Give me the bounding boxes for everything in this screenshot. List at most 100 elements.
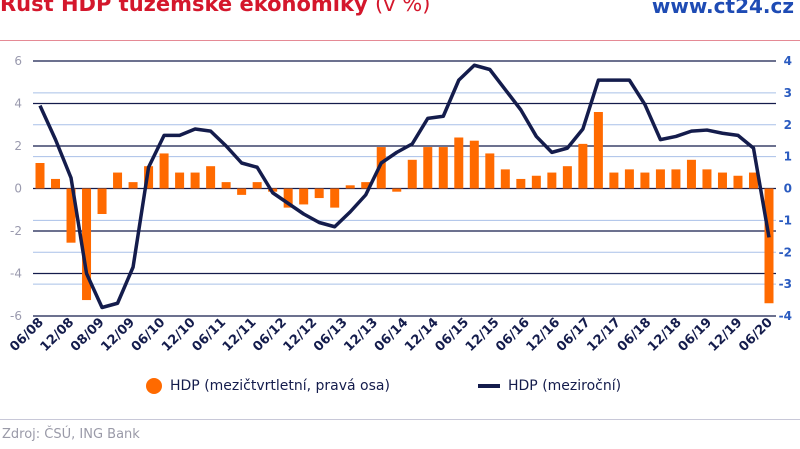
x-tick-label: 12/10 <box>159 315 199 355</box>
x-tick-label: 06/15 <box>433 315 473 355</box>
left-tick-label: -2 <box>10 224 22 238</box>
x-tick-label: 06/12 <box>250 315 290 355</box>
bar-hdp-qoq <box>330 188 340 208</box>
x-tick-label: 06/17 <box>554 315 594 355</box>
x-tick-label: 12/14 <box>402 315 442 355</box>
x-tick-label: 12/11 <box>220 315 260 355</box>
bar-hdp-qoq <box>407 159 417 189</box>
bar-hdp-qoq <box>159 153 169 189</box>
bar-hdp-qoq <box>175 172 185 189</box>
x-tick-label: 06/16 <box>493 315 533 355</box>
line-hdp-yoy <box>38 63 771 310</box>
right-tick-label: 4 <box>784 54 792 68</box>
legend-item-line: HDP (meziroční) <box>478 378 621 394</box>
bar-hdp-qoq <box>764 188 774 304</box>
bar-hdp-qoq <box>547 172 557 189</box>
bar-hdp-qoq <box>314 188 324 199</box>
x-tick-label: 06/18 <box>615 315 655 355</box>
x-tick-label: 12/16 <box>524 315 564 355</box>
bar-hdp-qoq <box>733 175 743 189</box>
bar-hdp-qoq <box>128 182 138 189</box>
x-tick-label: 06/11 <box>190 315 230 355</box>
bar-hdp-qoq <box>206 166 216 189</box>
x-tick-label: 12/15 <box>463 315 503 355</box>
bar-hdp-qoq <box>113 172 123 189</box>
bar-hdp-qoq <box>190 172 200 189</box>
bar-hdp-qoq <box>640 172 650 189</box>
bar-hdp-qoq <box>361 182 371 189</box>
bar-hdp-qoq <box>237 188 247 195</box>
legend-line-swatch <box>478 384 500 388</box>
bar-hdp-qoq <box>655 169 665 189</box>
bar-hdp-qoq <box>702 169 712 189</box>
bar-hdp-qoq <box>97 188 107 214</box>
bar-hdp-qoq <box>252 182 262 189</box>
x-tick-label: 06/20 <box>736 315 776 355</box>
right-tick-label: -4 <box>779 309 792 323</box>
bar-hdp-qoq <box>516 178 526 189</box>
legend-bar-swatch <box>146 378 162 394</box>
bar-hdp-qoq <box>593 112 603 189</box>
bar-hdp-qoq <box>454 137 464 189</box>
bar-hdp-qoq <box>51 178 61 189</box>
header-divider <box>0 40 800 41</box>
right-tick-label: 1 <box>784 150 792 164</box>
x-tick-label: 06/19 <box>676 315 716 355</box>
bar-hdp-qoq <box>299 188 309 205</box>
legend-line-label: HDP (meziroční) <box>508 378 622 394</box>
bar-hdp-qoq <box>82 188 92 301</box>
legend-item-bar: HDP (mezičtvrtletní, pravá osa) <box>146 378 390 394</box>
bar-hdp-qoq <box>438 147 448 189</box>
x-tick-label: 12/08 <box>38 315 78 355</box>
brand-link[interactable]: www.ct24.cz <box>651 0 794 18</box>
bar-hdp-qoq <box>686 159 696 189</box>
x-tick-label: 08/09 <box>68 315 108 355</box>
bar-hdp-qoq <box>376 147 386 189</box>
x-tick-label: 12/12 <box>281 315 321 355</box>
bar-hdp-qoq <box>531 175 541 189</box>
bar-hdp-qoq <box>66 188 76 243</box>
bar-hdp-qoq <box>578 143 588 189</box>
x-tick-label: 12/19 <box>706 315 746 355</box>
bar-hdp-qoq <box>671 169 681 189</box>
x-tick-label: 12/13 <box>341 315 381 355</box>
bar-hdp-qoq <box>469 140 479 189</box>
right-tick-label: -2 <box>779 245 792 259</box>
left-tick-label: 4 <box>14 97 22 111</box>
bar-hdp-qoq <box>609 172 619 189</box>
bar-hdp-qoq <box>423 147 433 189</box>
x-tick-label: 06/14 <box>372 315 412 355</box>
x-tick-label: 12/09 <box>98 315 138 355</box>
x-tick-label: 12/17 <box>584 315 624 355</box>
right-tick-label: 2 <box>784 118 792 132</box>
bar-hdp-qoq <box>717 172 727 189</box>
chart-title: Růst HDP tuzemské ekonomiky (v %) <box>0 0 430 16</box>
right-tick-label: 3 <box>784 86 792 100</box>
footer-divider <box>0 419 800 420</box>
left-tick-label: 0 <box>14 182 22 196</box>
x-tick-label: 12/18 <box>645 315 685 355</box>
bar-hdp-qoq <box>500 169 510 189</box>
source-note: Zdroj: ČSÚ, ING Bank <box>2 427 140 442</box>
title-text: Růst HDP tuzemské ekonomiky <box>0 0 368 16</box>
right-tick-label: 0 <box>784 182 792 196</box>
bar-hdp-qoq <box>345 185 355 189</box>
left-tick-label: -6 <box>10 309 22 323</box>
bar-hdp-qoq <box>748 172 758 189</box>
title-unit: (v %) <box>374 0 431 16</box>
left-tick-label: -4 <box>10 267 22 281</box>
x-tick-label: 06/13 <box>311 315 351 355</box>
bar-hdp-qoq <box>562 166 572 189</box>
right-tick-label: -1 <box>779 213 792 227</box>
left-tick-label: 2 <box>14 139 22 153</box>
bar-hdp-qoq <box>392 188 402 192</box>
left-tick-label: 6 <box>14 54 22 68</box>
right-tick-label: -3 <box>779 277 792 291</box>
bar-hdp-qoq <box>624 169 634 189</box>
legend-bar-label: HDP (mezičtvrtletní, pravá osa) <box>170 378 390 394</box>
bar-hdp-qoq <box>485 153 495 189</box>
bar-hdp-qoq <box>35 163 45 189</box>
bar-hdp-qoq <box>283 188 293 208</box>
bar-hdp-qoq <box>221 182 231 189</box>
